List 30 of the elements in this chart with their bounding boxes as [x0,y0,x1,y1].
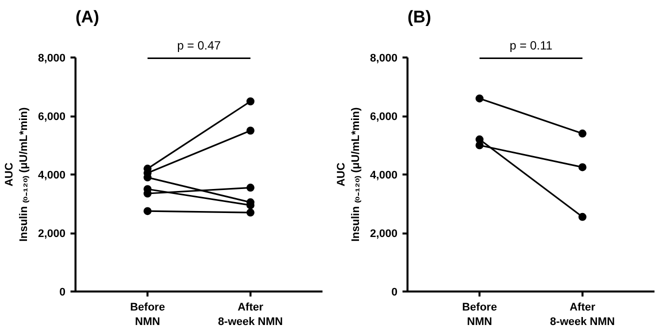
point [144,207,152,216]
point [246,97,254,106]
y-axis-title: AUC Insulin ₍₀₋₁₂₀₎ (μU/mL*min) [336,107,362,242]
y-tick-label: 2,000 [370,228,398,240]
chart-title: (A) [76,8,100,26]
point [246,184,254,192]
point [246,126,254,135]
y-tick-label: 8,000 [370,52,398,64]
y-tick-label: 8,000 [38,52,66,64]
y-tick-label: 6,000 [38,111,66,123]
y-tick-label: 4,000 [370,170,398,182]
y-tick-label: 2,000 [38,228,66,240]
point [578,163,586,172]
y-tick-label: 4,000 [38,170,66,182]
x-tick-label: After 8-week NMN [550,302,615,328]
point [476,135,484,144]
y-tick-label: 0 [59,286,66,298]
point [476,94,484,102]
point [578,130,586,138]
y-tick-label: 0 [391,286,398,298]
point [578,212,586,221]
x-tick-label: Before NMN [462,302,497,328]
y-tick-label: 6,000 [370,111,398,123]
x-tick-label: After 8-week NMN [218,302,283,328]
chart-title: (B) [408,8,432,26]
text: p = 0.47 [177,38,222,52]
y-axis-title: AUC Insulin ₍₀₋₁₂₀₎ (μU/mL*min) [4,107,30,242]
text: p = 0.11 [510,38,553,52]
x-tick-label: Before NMN [130,302,165,328]
point [246,208,254,217]
